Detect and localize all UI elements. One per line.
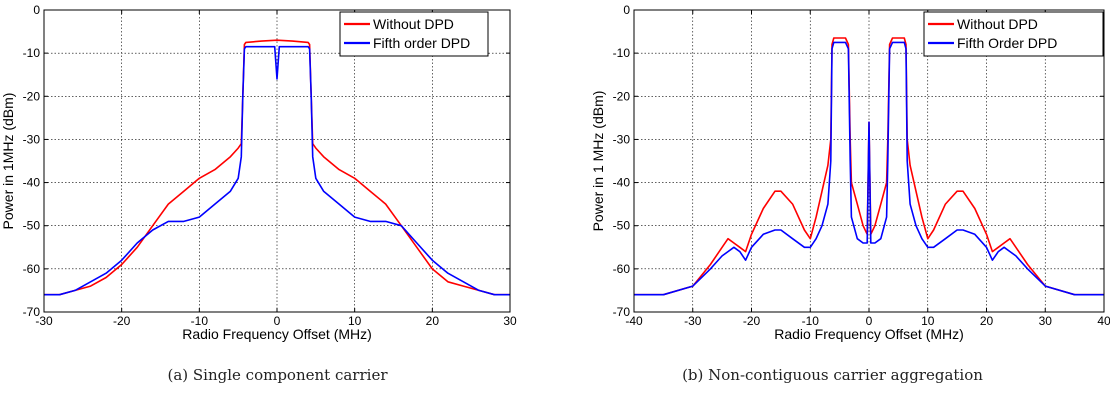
legend-box bbox=[339, 11, 489, 57]
y-tick-label: -30 bbox=[23, 132, 41, 146]
series-line-without-dpd bbox=[44, 39, 510, 296]
y-tick-label: -40 bbox=[23, 176, 41, 190]
y-tick-label: -50 bbox=[613, 219, 631, 233]
x-tick-label: -30 bbox=[35, 314, 53, 328]
x-tick-label: 0 bbox=[866, 314, 873, 328]
y-tick-label: -70 bbox=[613, 305, 631, 319]
y-tick-label: -40 bbox=[613, 176, 631, 190]
chart-b: -40 -30 -20 -10 0 10 20 30 40 0 -10 -20 -30 -40 -50 -60… bbox=[590, 3, 1110, 342]
legend: Without DPD Fifth Order DPD bbox=[923, 11, 1104, 57]
y-tick-label: -60 bbox=[613, 262, 631, 276]
x-tick-label: 20 bbox=[980, 314, 994, 328]
x-axis-label: Radio Frequency Offset (MHz) bbox=[774, 326, 964, 342]
x-tick-label: -10 bbox=[191, 314, 209, 328]
x-tick-label: -20 bbox=[113, 314, 131, 328]
x-tick-label: -40 bbox=[625, 314, 643, 328]
y-tick-label: -30 bbox=[613, 132, 631, 146]
y-axis-label: Power in 1MHz (dBm) bbox=[0, 93, 16, 230]
y-tick-label: -10 bbox=[23, 46, 41, 60]
x-tick-label: -30 bbox=[684, 314, 702, 328]
y-tick-label: -50 bbox=[23, 219, 41, 233]
x-tick-label: 40 bbox=[1097, 314, 1110, 328]
legend-box bbox=[923, 11, 1104, 57]
x-tick-label: 30 bbox=[1039, 314, 1053, 328]
y-tick-label: -20 bbox=[613, 89, 631, 103]
y-tick-label: -20 bbox=[23, 89, 41, 103]
y-axis-label: Power in 1 MHz (dBm) bbox=[590, 91, 606, 232]
x-tick-label: -20 bbox=[743, 314, 761, 328]
legend-label: Fifth Order DPD bbox=[957, 35, 1057, 51]
legend-label: Without DPD bbox=[957, 16, 1038, 32]
chart-a: -30 -20 -10 0 10 20 30 0 -10 -20 -30 -40 -50 -60 -70 Ra… bbox=[0, 3, 517, 342]
y-tick-label: -70 bbox=[23, 305, 41, 319]
x-tick-label: -10 bbox=[802, 314, 820, 328]
caption-b: (b) Non-contiguous carrier aggregation bbox=[682, 366, 983, 384]
series-line-with-dpd bbox=[44, 45, 510, 296]
legend: Without DPD Fifth order DPD bbox=[339, 11, 489, 57]
x-tick-label: 30 bbox=[503, 314, 517, 328]
y-tick-label: -60 bbox=[23, 262, 41, 276]
legend-label: Fifth order DPD bbox=[373, 35, 470, 51]
x-tick-label: 10 bbox=[921, 314, 935, 328]
x-tick-label: 0 bbox=[274, 314, 281, 328]
y-tick-label: 0 bbox=[623, 3, 630, 17]
y-tick-label: -10 bbox=[613, 46, 631, 60]
x-tick-label: 20 bbox=[426, 314, 440, 328]
y-tick-label: 0 bbox=[33, 3, 40, 17]
legend-label: Without DPD bbox=[373, 16, 454, 32]
caption-a: (a) Single component carrier bbox=[167, 366, 388, 384]
x-axis-label: Radio Frequency Offset (MHz) bbox=[182, 326, 372, 342]
x-tick-label: 10 bbox=[348, 314, 362, 328]
series-line-with-dpd bbox=[634, 41, 1104, 296]
